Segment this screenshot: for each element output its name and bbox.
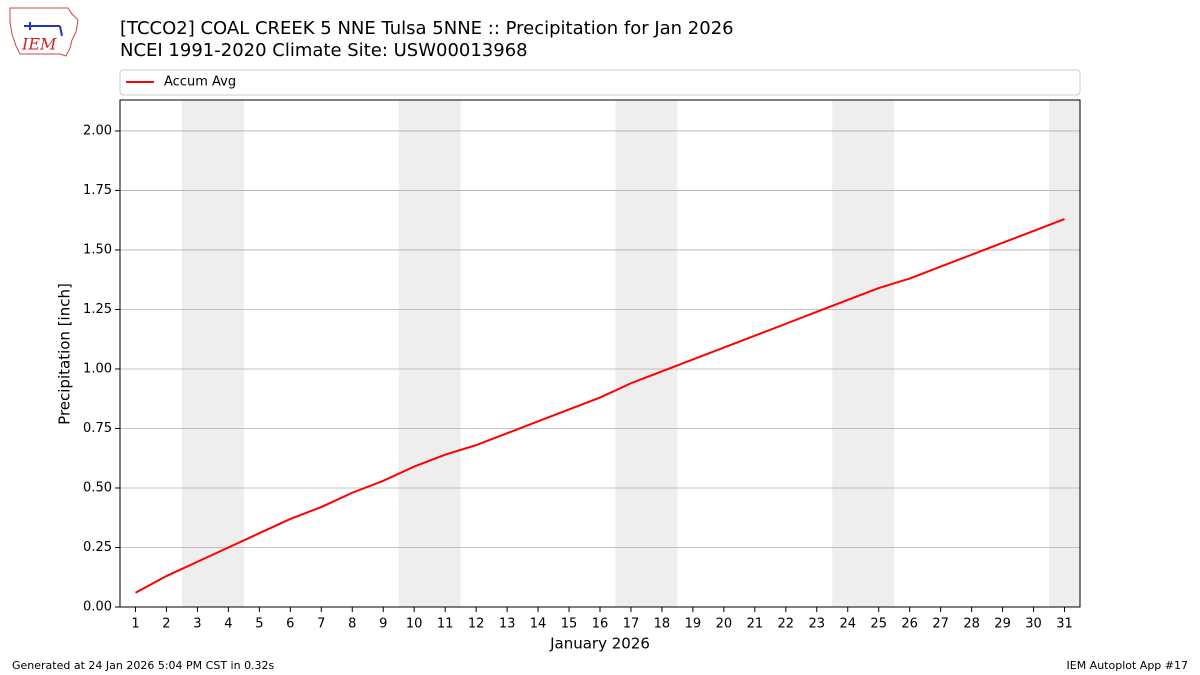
x-tick-label: 30: [1025, 617, 1042, 632]
y-tick-label: 2.00: [83, 123, 112, 138]
x-tick-label: 6: [286, 617, 294, 632]
chart-title: [TCCO2] COAL CREEK 5 NNE Tulsa 5NNE :: P…: [120, 18, 734, 39]
x-tick-label: 21: [747, 617, 764, 632]
x-tick-label: 19: [685, 617, 702, 632]
legend-label: Accum Avg: [164, 75, 236, 90]
x-tick-label: 8: [348, 617, 356, 632]
y-tick-label: 1.75: [83, 183, 112, 198]
y-tick-label: 0.25: [83, 540, 112, 555]
weekend-span: [832, 100, 895, 607]
x-tick-label: 1: [131, 617, 139, 632]
data-line: [135, 218, 1065, 594]
logo-icon: [24, 22, 63, 37]
weekend-span: [398, 100, 461, 607]
weekend-span: [615, 100, 678, 607]
x-tick-label: 4: [224, 617, 232, 632]
y-axis-label: Precipitation [inch]: [56, 283, 74, 425]
x-tick-label: 15: [561, 617, 578, 632]
x-axis-label: January 2026: [549, 635, 650, 653]
weekend-span: [1049, 100, 1080, 607]
x-tick-label: 10: [406, 617, 423, 632]
x-tick-label: 12: [468, 617, 485, 632]
x-tick-label: 27: [932, 617, 949, 632]
x-tick-label: 17: [623, 617, 640, 632]
y-tick-label: 1.50: [83, 242, 112, 257]
x-tick-label: 31: [1056, 617, 1073, 632]
x-tick-label: 20: [716, 617, 733, 632]
logo: IEM: [9, 7, 79, 57]
chart-subtitle: NCEI 1991-2020 Climate Site: USW00013968: [120, 40, 528, 61]
y-tick-label: 1.25: [83, 302, 112, 317]
logo-outline: [9, 7, 79, 57]
x-tick-label: 24: [839, 617, 856, 632]
legend-box: [119, 69, 1081, 96]
x-tick-label: 7: [317, 617, 325, 632]
x-tick-label: 26: [901, 617, 918, 632]
y-tick-label: 0.75: [83, 421, 112, 436]
x-tick-label: 22: [778, 617, 795, 632]
x-tick-label: 29: [994, 617, 1011, 632]
x-tick-label: 18: [654, 617, 671, 632]
plot-frame: [119, 99, 1081, 608]
x-tick-label: 2: [162, 617, 170, 632]
x-tick-label: 23: [809, 617, 826, 632]
x-tick-label: 16: [592, 617, 609, 632]
x-tick-label: 28: [963, 617, 980, 632]
footer-right: IEM Autoplot App #17: [1067, 659, 1189, 672]
logo-text: IEM: [21, 35, 57, 54]
x-tick-label: 3: [193, 617, 201, 632]
y-tick-label: 1.00: [83, 361, 112, 376]
y-tick-label: 0.50: [83, 480, 112, 495]
x-tick-label: 25: [870, 617, 887, 632]
x-tick-label: 13: [499, 617, 516, 632]
footer-left: Generated at 24 Jan 2026 5:04 PM CST in …: [12, 659, 275, 672]
x-tick-label: 9: [379, 617, 387, 632]
x-tick-label: 5: [255, 617, 263, 632]
x-tick-label: 14: [530, 617, 547, 632]
x-tick-label: 11: [437, 617, 454, 632]
y-tick-label: 0.00: [83, 600, 112, 615]
weekend-span: [181, 100, 244, 607]
